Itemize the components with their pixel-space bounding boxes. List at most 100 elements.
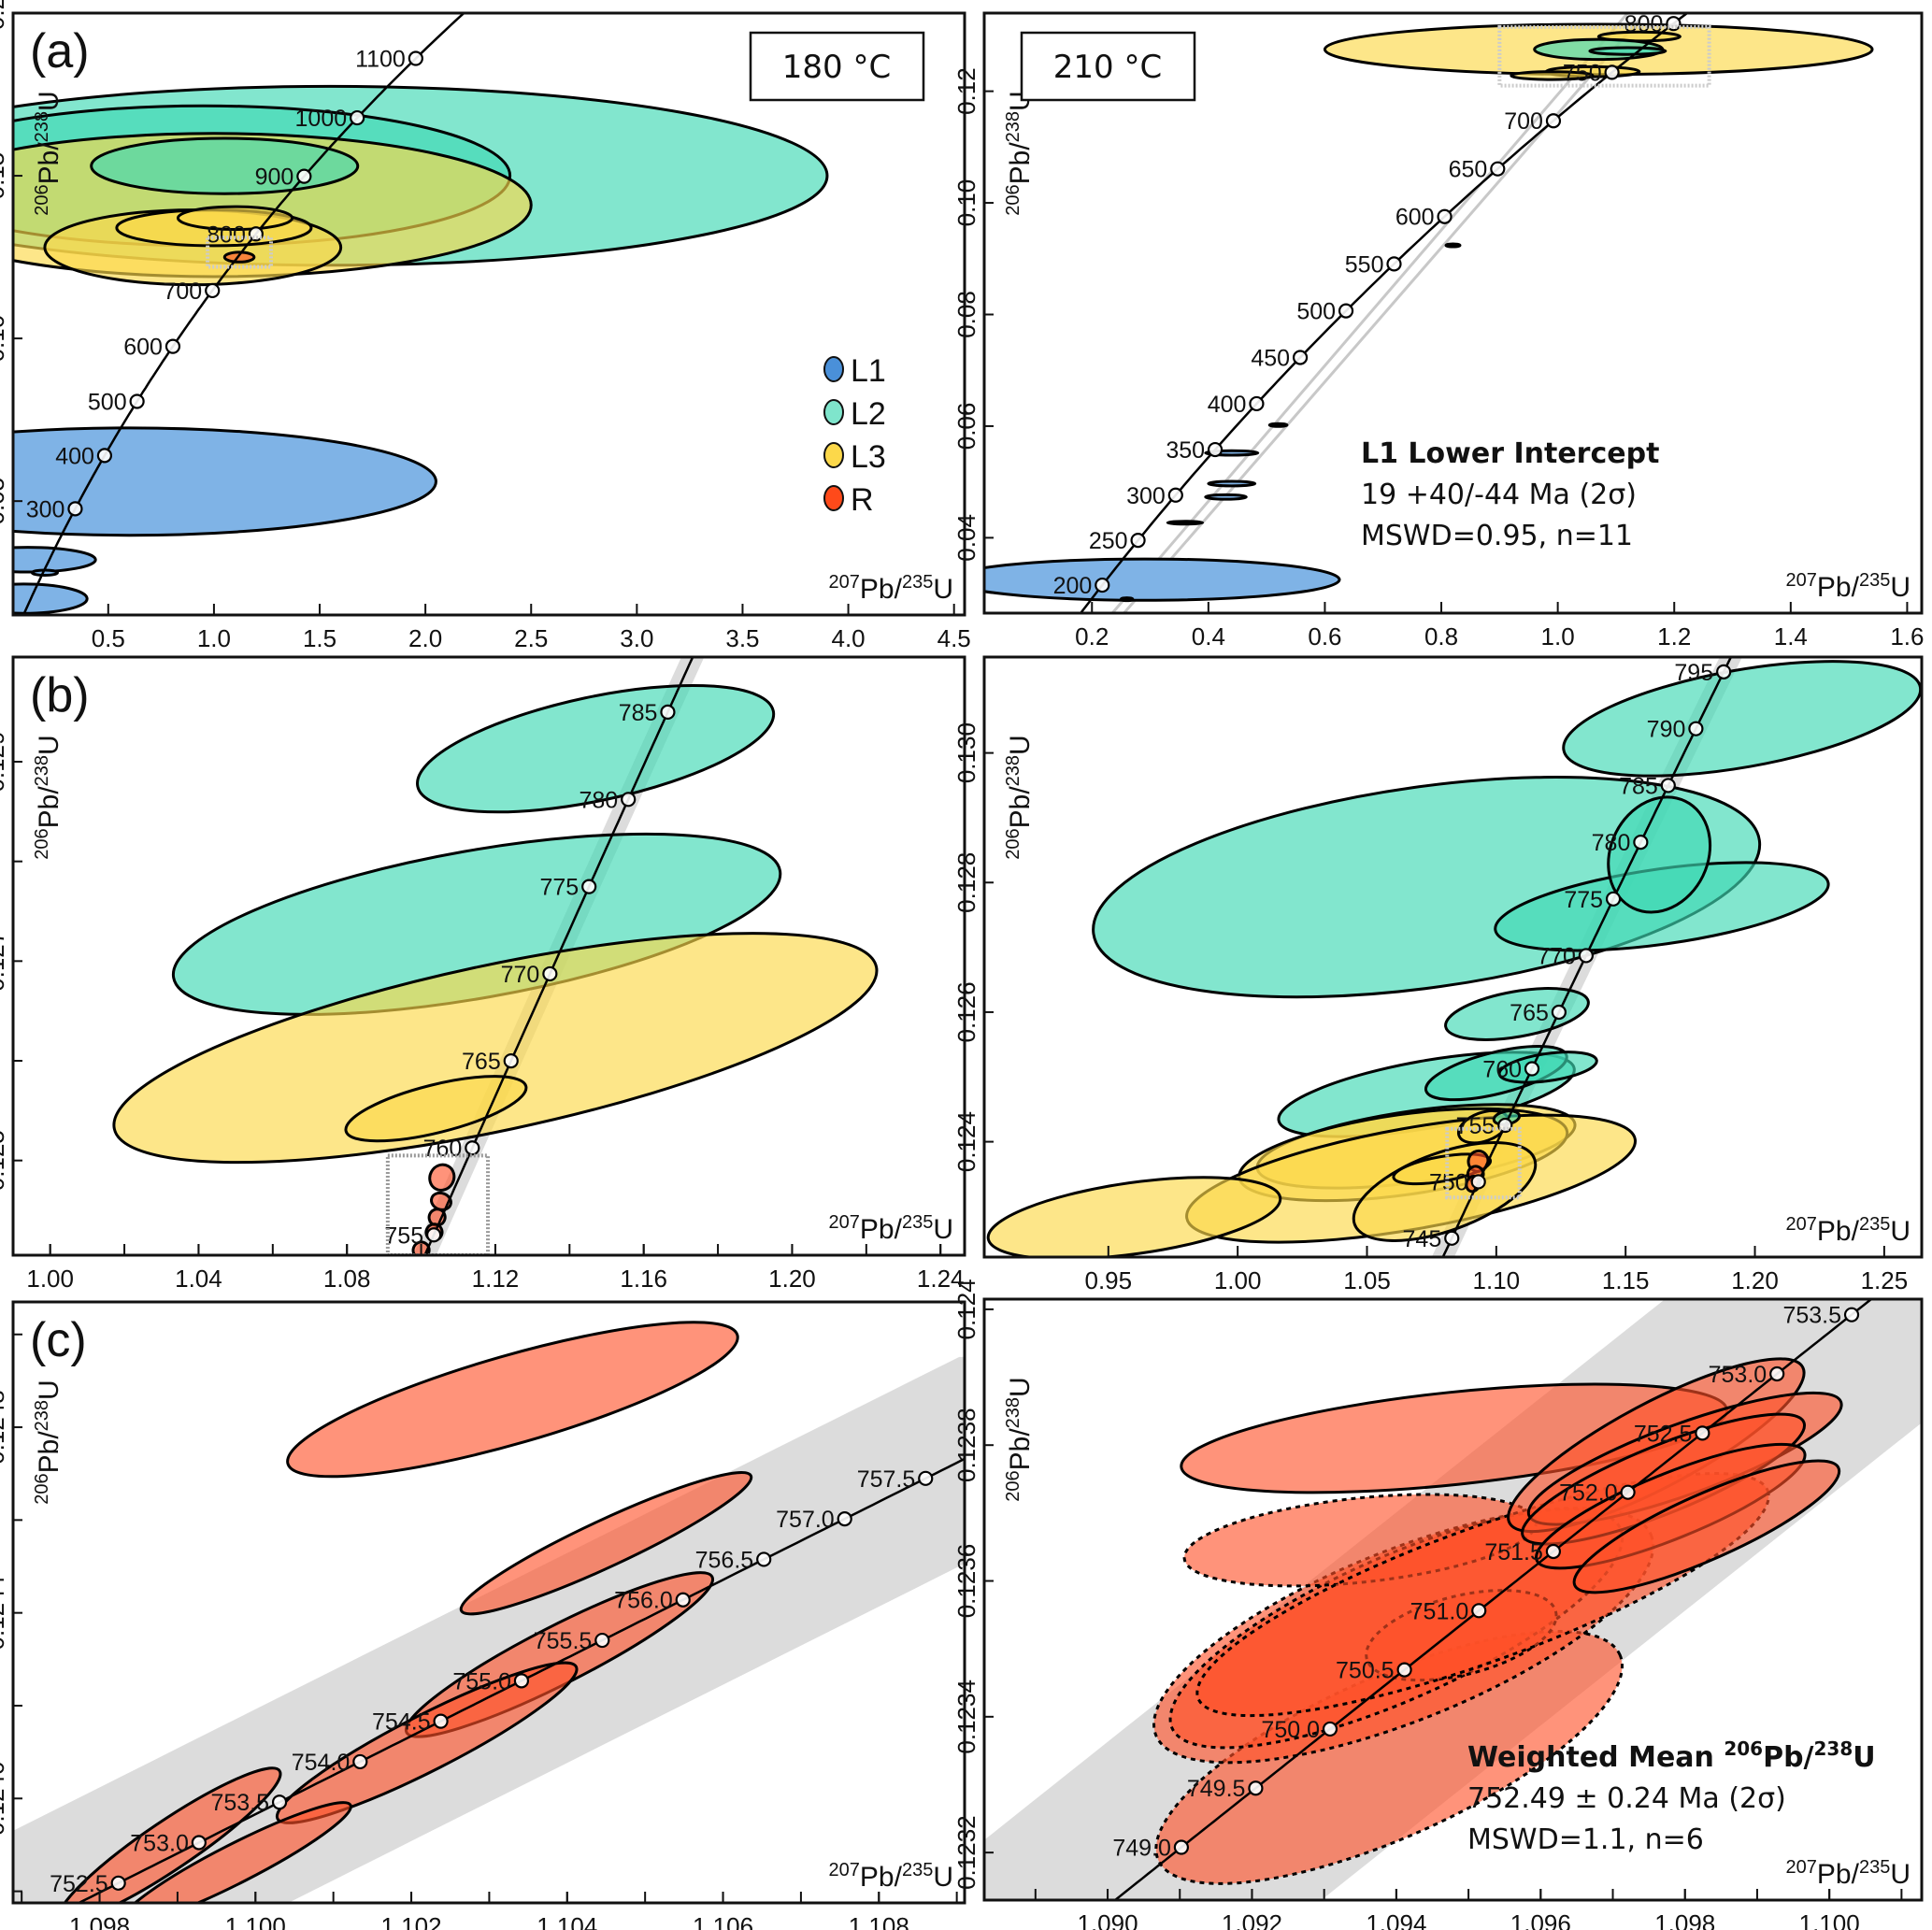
sup: 238 — [32, 755, 52, 786]
age-label: 200 — [1053, 573, 1093, 599]
age-label: 795 — [1674, 660, 1713, 686]
sup: 207 — [829, 1860, 860, 1880]
annotation-line2: MSWD=1.1, n=6 — [1467, 1823, 1704, 1856]
error-ellipse-l1 — [13, 546, 97, 574]
x-tick-label: 2.0 — [408, 624, 442, 652]
age-label: 250 — [1089, 528, 1128, 554]
age-marker — [1545, 1543, 1562, 1560]
annotation-title: L1 Lower Intercept — [1361, 437, 1659, 470]
error-ellipse-r — [275, 1661, 579, 1824]
sup: 235 — [1859, 1214, 1890, 1235]
sup: 238 — [1003, 111, 1023, 142]
y-axis-title: 206Pb/238U — [32, 91, 64, 215]
y-axis-title: 206Pb/238U — [32, 1380, 64, 1504]
age-label: 750 — [1563, 60, 1602, 86]
sup: 207 — [829, 572, 860, 593]
annotation-title: Weighted Mean 206Pb/238U — [1467, 1737, 1876, 1774]
age-label: 500 — [1296, 299, 1336, 325]
sup: 206 — [1003, 828, 1023, 859]
age-label: 757.5 — [857, 1466, 916, 1493]
age-marker — [1490, 161, 1506, 177]
txt: Pb/ — [860, 1214, 903, 1245]
age-label: 756.5 — [695, 1547, 754, 1573]
y-tick-label: 0.1236 — [952, 1544, 980, 1619]
x-axis-title: 207Pb/235U — [1786, 1857, 1911, 1890]
age-marker — [581, 879, 597, 894]
age-label: 785 — [619, 700, 658, 726]
age-label: 775 — [1564, 887, 1603, 913]
txt: Pb/ — [34, 1431, 64, 1474]
annotation-line2: MSWD=0.95, n=11 — [1361, 520, 1633, 552]
sup: 207 — [1786, 1214, 1817, 1235]
y-tick-label: 0.125 — [0, 1130, 9, 1191]
x-tick-label: 1.0 — [1541, 622, 1575, 650]
x-axis-title: 207Pb/235U — [1786, 1214, 1911, 1247]
x-tick-label: 0.4 — [1192, 622, 1225, 650]
x-tick-label: 1.6 — [1890, 622, 1924, 650]
x-tick-label: 1.092 — [1222, 1909, 1282, 1930]
x-tick-label: 1.0 — [197, 624, 231, 652]
error-ellipse-l3 — [1392, 1152, 1493, 1186]
x-tick-label: 0.95 — [1085, 1266, 1133, 1294]
age-marker — [296, 168, 312, 184]
age-label: 745 — [1403, 1226, 1442, 1252]
age-label: 752.0 — [1559, 1480, 1618, 1507]
y-tick-label: 0.129 — [0, 731, 9, 792]
age-marker — [110, 1875, 126, 1891]
txt: Pb/ — [1817, 1859, 1860, 1890]
x-tick-label: 1.00 — [1214, 1266, 1262, 1294]
age-label: 790 — [1647, 717, 1686, 743]
y-axis-title: 206Pb/238U — [1003, 1377, 1036, 1501]
error-ellipse-l2 — [90, 136, 360, 195]
age-label: 700 — [1504, 108, 1543, 135]
age-label: 765 — [462, 1049, 501, 1075]
error-ellipse-l3 — [986, 1176, 1282, 1257]
plot-frame — [982, 1297, 1924, 1902]
y-tick-label: 0.124 — [952, 1111, 980, 1172]
age-marker — [1437, 208, 1453, 224]
annotation-line1: 752.49 ± 0.24 Ma (2σ) — [1467, 1782, 1786, 1815]
plot-frame — [11, 655, 966, 1257]
x-axis-title: 207Pb/235U — [829, 572, 953, 605]
txt: U — [1890, 1859, 1911, 1890]
age-label: 400 — [55, 443, 94, 469]
age-label: 755.0 — [452, 1668, 511, 1694]
error-ellipse-l1 — [1204, 493, 1248, 501]
legend-label: L1 — [851, 353, 886, 389]
error-ellipse-r — [286, 1321, 739, 1479]
zoom-inset-box — [1445, 1126, 1522, 1200]
age-marker — [660, 704, 676, 720]
error-ellipse-r — [459, 1471, 753, 1616]
error-ellipse-l2 — [1588, 46, 1667, 56]
age-label: 750.5 — [1336, 1658, 1395, 1684]
x-tick-label: 1.00 — [26, 1265, 74, 1293]
plot-frame — [11, 11, 966, 617]
age-label: 753.0 — [130, 1831, 189, 1857]
y-tick-label: 0.05 — [0, 478, 9, 525]
age-label: 760 — [1482, 1057, 1522, 1083]
sup: 206 — [1724, 1737, 1763, 1760]
x-tick-label: 1.15 — [1602, 1266, 1650, 1294]
x-tick-label: 1.100 — [225, 1912, 286, 1930]
error-ellipse-l1 — [1119, 596, 1135, 603]
age-label: 752.5 — [1634, 1421, 1693, 1447]
x-tick-label: 1.106 — [693, 1912, 753, 1930]
y-axis-title: 206Pb/238U — [1003, 91, 1036, 215]
age-label: 780 — [579, 787, 618, 813]
age-label: 750.0 — [1261, 1717, 1320, 1743]
txt: Pb/ — [1005, 786, 1036, 829]
age-marker — [271, 1794, 288, 1810]
sup: 235 — [1859, 1857, 1890, 1878]
txt: Pb/ — [1005, 1428, 1036, 1471]
sup: 235 — [902, 572, 933, 593]
age-marker — [1470, 1174, 1486, 1190]
age-marker — [32, 1917, 45, 1930]
age-label: 1000 — [295, 106, 348, 132]
age-label: 753.5 — [210, 1790, 269, 1816]
y-tick-label: 0.126 — [952, 981, 980, 1042]
y-tick-label: 0.12 — [952, 67, 980, 115]
age-label: 300 — [1126, 483, 1166, 509]
temperature-box — [1020, 31, 1196, 102]
